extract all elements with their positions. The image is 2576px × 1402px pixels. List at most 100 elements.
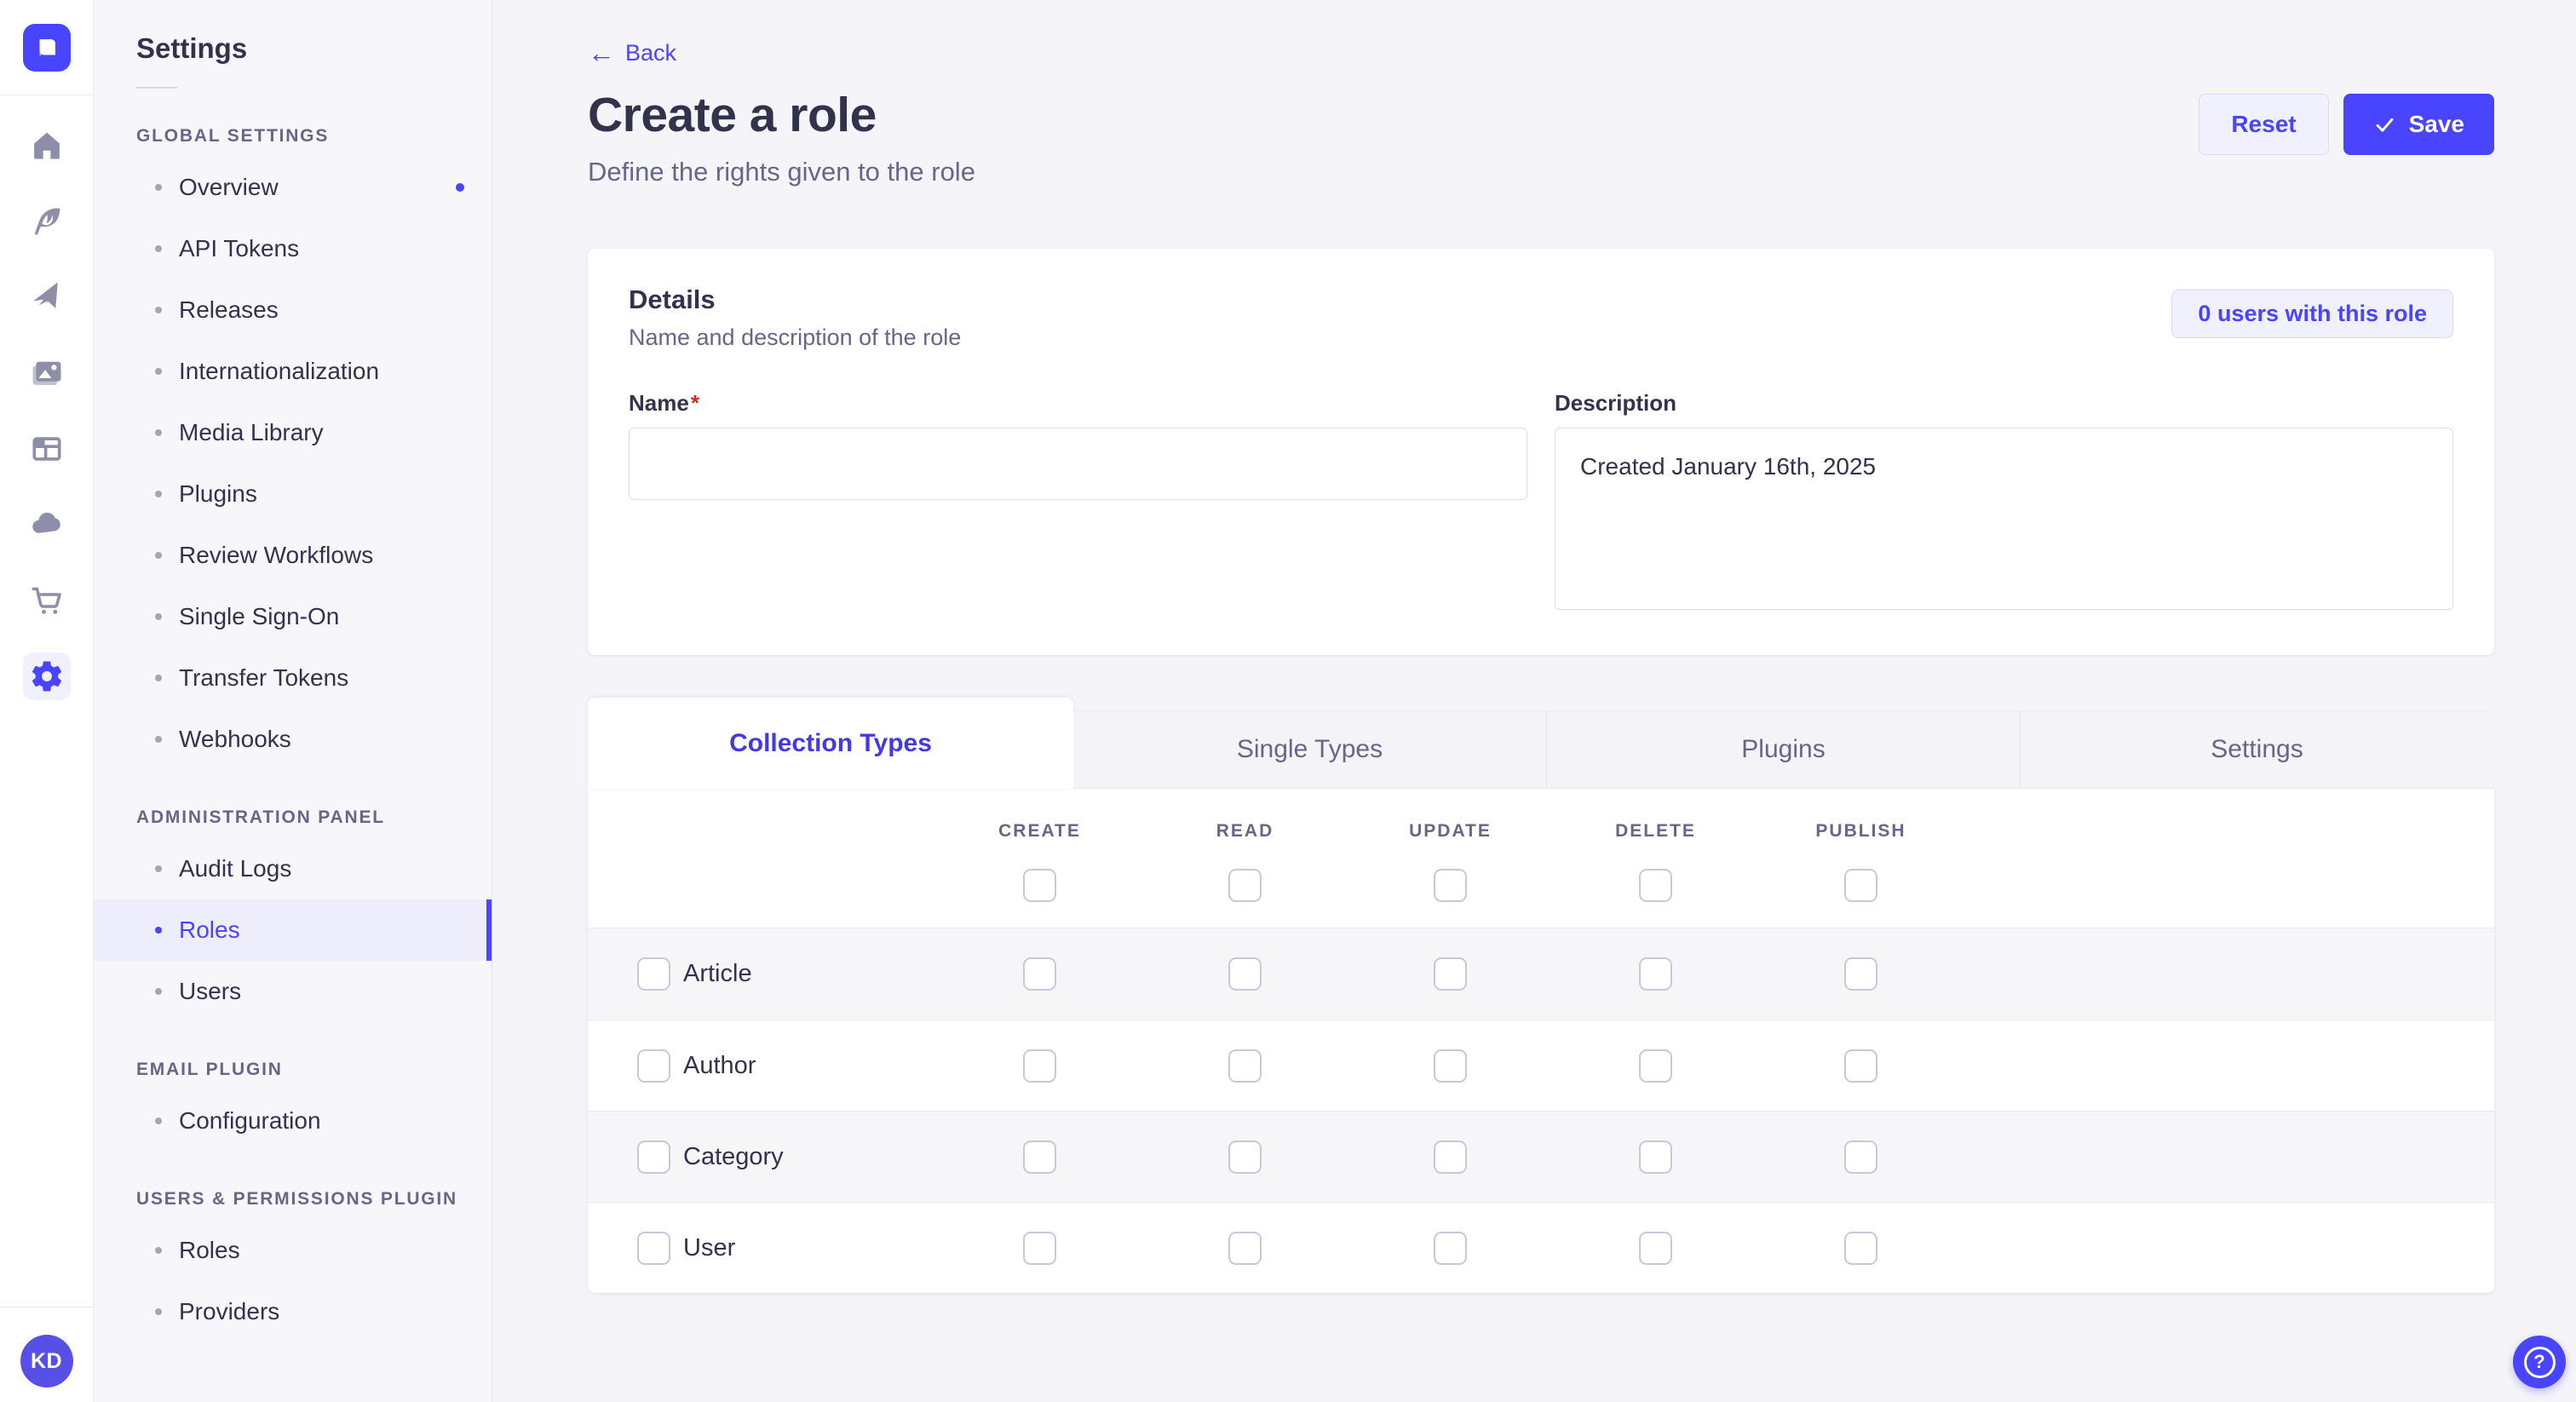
permission-cell (1758, 1049, 1964, 1083)
nav-rail: KD (0, 0, 94, 1402)
user-create-checkbox[interactable] (1023, 1231, 1056, 1265)
category-publish-checkbox[interactable] (1844, 1140, 1877, 1174)
sidebar-item-webhooks[interactable]: Webhooks (94, 709, 492, 770)
tab-plugins[interactable]: Plugins (1546, 710, 2020, 789)
bullet-icon (155, 1247, 162, 1254)
sidebar-item-review-workflows[interactable]: Review Workflows (94, 525, 492, 586)
users-with-role-button[interactable]: 0 users with this role (2171, 290, 2453, 338)
user-update-checkbox[interactable] (1434, 1231, 1467, 1265)
description-textarea[interactable]: Created January 16th, 2025 (1555, 428, 2453, 610)
category-create-checkbox[interactable] (1023, 1140, 1056, 1174)
user-publish-checkbox[interactable] (1844, 1231, 1877, 1265)
select-all-create-checkbox[interactable] (1023, 869, 1056, 902)
rail-bottom: KD (0, 1307, 93, 1402)
sidebar-item-single-sign-on[interactable]: Single Sign-On (94, 586, 492, 647)
tab-settings[interactable]: Settings (2020, 710, 2494, 789)
select-all-cell (1142, 869, 1348, 902)
user-read-checkbox[interactable] (1228, 1231, 1262, 1265)
select-all-update-checkbox[interactable] (1434, 869, 1467, 902)
author-update-checkbox[interactable] (1434, 1049, 1467, 1083)
sidebar-item-transfer-tokens[interactable]: Transfer Tokens (94, 647, 492, 709)
sidebar-item-label: Overview (179, 174, 279, 200)
sidebar-item-audit-logs[interactable]: Audit Logs (94, 838, 492, 899)
sidebar-item-providers[interactable]: Providers (94, 1281, 492, 1342)
tab-single-types[interactable]: Single Types (1073, 710, 1546, 789)
sidebar-item-internationalization[interactable]: Internationalization (94, 341, 492, 402)
permission-cell (1553, 957, 1758, 991)
permission-cell (937, 1049, 1142, 1083)
bullet-icon (155, 613, 162, 620)
home-icon[interactable] (23, 122, 71, 170)
save-label: Save (2408, 111, 2464, 137)
permission-cell (1758, 957, 1964, 991)
bullet-icon (155, 552, 162, 559)
sidebar-section-label: EMAIL PLUGIN (136, 1060, 283, 1079)
user-delete-checkbox[interactable] (1639, 1231, 1672, 1265)
sidebar-item-releases[interactable]: Releases (94, 279, 492, 341)
save-button[interactable]: Save (2343, 94, 2494, 155)
sidebar-item-label: Roles (179, 1237, 240, 1263)
sidebar-item-media-library[interactable]: Media Library (94, 402, 492, 463)
tab-collection-types[interactable]: Collection Types (588, 698, 1073, 789)
article-publish-checkbox[interactable] (1844, 957, 1877, 991)
help-button[interactable]: ? (2513, 1336, 2566, 1388)
author-publish-checkbox[interactable] (1844, 1049, 1877, 1083)
article-delete-checkbox[interactable] (1639, 957, 1672, 991)
strapi-logo-icon[interactable] (22, 24, 71, 72)
required-asterisk: * (690, 390, 699, 416)
layout-icon[interactable] (23, 425, 71, 473)
description-label: Description (1555, 390, 1677, 416)
cloud-icon[interactable] (23, 501, 71, 549)
permissions-panel: CREATE READ UPDATE DELETE PUBLISH Article Aut… (588, 789, 2494, 1293)
sidebar-item-roles[interactable]: Roles (94, 1220, 492, 1281)
page-title: Create a role (588, 88, 877, 142)
marketplace-cart-icon[interactable] (23, 577, 71, 624)
media-library-icon[interactable] (23, 349, 71, 397)
permission-cell (1758, 1231, 1964, 1265)
bullet-icon (155, 1308, 162, 1315)
table-body: Article Author Category User (588, 928, 2494, 1293)
table-header: CREATE READ UPDATE DELETE PUBLISH (588, 789, 2494, 928)
category-read-checkbox[interactable] (1228, 1140, 1262, 1174)
back-link[interactable]: ← Back (588, 39, 676, 66)
feather-icon[interactable] (23, 198, 71, 245)
sidebar-item-roles[interactable]: Roles (94, 899, 492, 961)
sidebar-sections: GLOBAL SETTINGS Overview API Tokens Release… (94, 126, 492, 1342)
sidebar-item-api-tokens[interactable]: API Tokens (94, 218, 492, 279)
permission-cell (1553, 1231, 1758, 1265)
article-update-checkbox[interactable] (1434, 957, 1467, 991)
settings-gear-icon[interactable] (22, 652, 71, 700)
sidebar-item-plugins[interactable]: Plugins (94, 463, 492, 525)
author-read-checkbox[interactable] (1228, 1049, 1262, 1083)
article-select-checkbox[interactable] (637, 957, 670, 991)
reset-button[interactable]: Reset (2199, 94, 2329, 155)
column-header-read: READ (1216, 821, 1274, 841)
page-subtitle: Define the rights given to the role (588, 157, 975, 187)
sidebar-item-configuration[interactable]: Configuration (94, 1090, 492, 1152)
select-all-cell (1758, 869, 1964, 902)
sidebar-item-users[interactable]: Users (94, 961, 492, 1022)
sidebar-item-label: Media Library (179, 419, 324, 445)
author-create-checkbox[interactable] (1023, 1049, 1056, 1083)
article-read-checkbox[interactable] (1228, 957, 1262, 991)
paper-plane-icon[interactable] (23, 273, 71, 321)
table-row-user: User (588, 1202, 2494, 1293)
author-select-checkbox[interactable] (637, 1049, 670, 1083)
notification-dot-icon (456, 183, 464, 192)
sidebar-item-label: Configuration (179, 1107, 321, 1134)
avatar[interactable]: KD (20, 1335, 73, 1388)
table-row-article: Article (588, 928, 2494, 1020)
category-update-checkbox[interactable] (1434, 1140, 1467, 1174)
sidebar-section-label: USERS & PERMISSIONS PLUGIN (136, 1189, 458, 1209)
select-all-publish-checkbox[interactable] (1844, 869, 1877, 902)
select-all-read-checkbox[interactable] (1228, 869, 1262, 902)
sidebar-item-overview[interactable]: Overview (94, 157, 492, 218)
author-delete-checkbox[interactable] (1639, 1049, 1672, 1083)
select-all-delete-checkbox[interactable] (1639, 869, 1672, 902)
article-create-checkbox[interactable] (1023, 957, 1056, 991)
user-select-checkbox[interactable] (637, 1231, 670, 1265)
back-label: Back (625, 39, 677, 66)
name-input[interactable] (629, 428, 1527, 500)
category-delete-checkbox[interactable] (1639, 1140, 1672, 1174)
category-select-checkbox[interactable] (637, 1140, 670, 1174)
